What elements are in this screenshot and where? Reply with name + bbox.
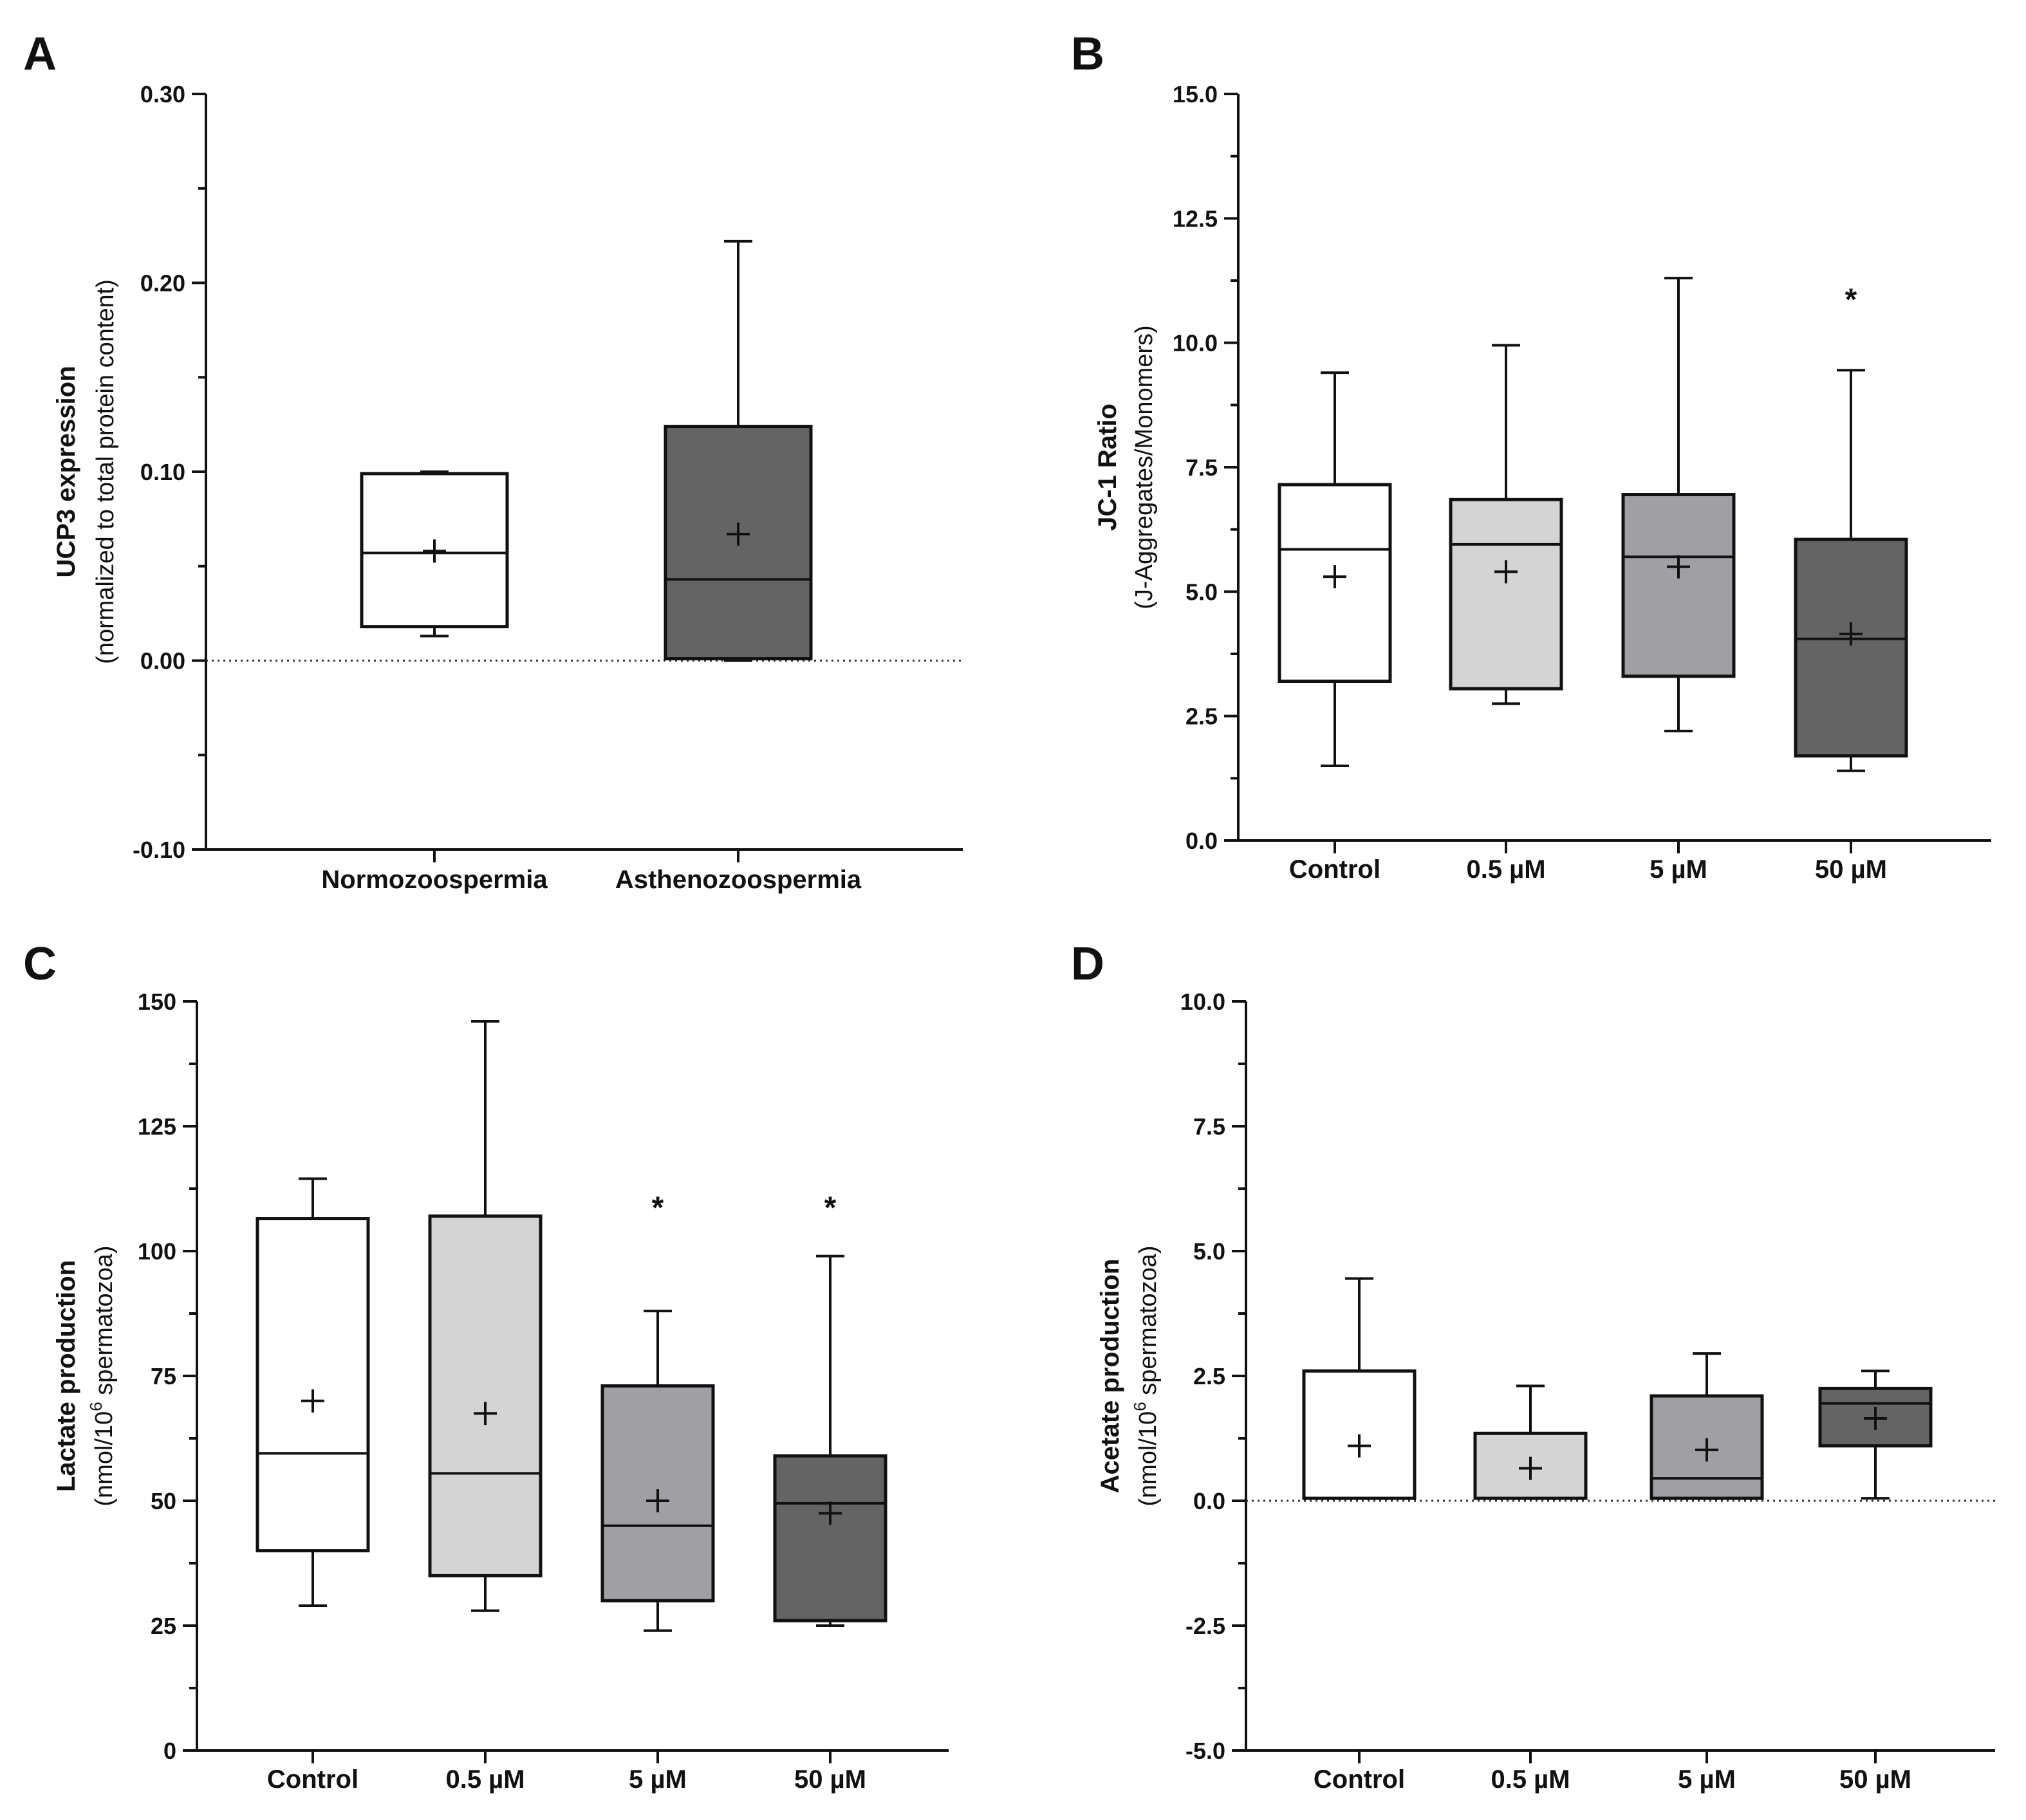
panel-b: B 0.0 2.5 5.0 7.5 10.0 12.5 15.0 JC-1 Ratio (J-Ag…: [1013, 0, 2026, 910]
y-axis-title: Acetate production: [1096, 1259, 1124, 1493]
y-tick-label: 2.5: [1193, 1363, 1225, 1389]
chart-a: A -0.10 0.00 0.10 0.20 0.30 UCP3 expression (no…: [23, 28, 963, 894]
panel-a: A -0.10 0.00 0.10 0.20 0.30 UCP3 expression (no…: [0, 0, 1013, 910]
box-3: [1818, 1370, 1933, 1500]
y-tick-label: 15.0: [1173, 81, 1218, 107]
box-iqr: [428, 1214, 543, 1577]
box-iqr: [1818, 1386, 1933, 1448]
y-tick-label: 0.0: [1193, 1488, 1225, 1514]
box-2: [1621, 277, 1736, 732]
y-tick-label: 2.5: [1185, 703, 1218, 730]
panel-letter: D: [1071, 938, 1104, 990]
panel-letter: B: [1071, 28, 1104, 80]
y-tick-label: 50: [151, 1488, 176, 1514]
y-tick-label: 100: [138, 1238, 176, 1265]
y-axis-subtitle: (nmol/106 spermatozoa): [1130, 1245, 1162, 1506]
box-3: [773, 1254, 888, 1627]
panel-c: C 0 25 50 75 100 125 150 Lactate production (nmol…: [0, 910, 1013, 1820]
box-0: [256, 1177, 370, 1607]
box-iqr: [1449, 497, 1563, 691]
y-axis-subtitle: (nmol/106 spermatozoa): [86, 1245, 118, 1506]
y-tick-label: 7.5: [1193, 1113, 1225, 1140]
x-category-label: Control: [1314, 1765, 1405, 1794]
box-3: [1794, 369, 1908, 772]
x-category-label: 5 µM: [1650, 855, 1707, 884]
y-tick-label: 12.5: [1173, 205, 1218, 232]
box-iqr: [256, 1217, 370, 1553]
significance-marker: *: [824, 1191, 837, 1225]
box-1: [1449, 344, 1563, 705]
x-category-label: 5 µM: [629, 1765, 687, 1794]
panel-d: D -5.0 -2.5 0.0 2.5 5.0 7.5 10.0 Acetate product…: [1013, 910, 2026, 1820]
y-tick-label: 0.10: [140, 459, 185, 485]
y-axis-subtitle: (J-Aggregates/Monomers): [1131, 325, 1158, 609]
y-axis-subtitle: (normalized to total protein content): [92, 279, 119, 664]
y-tick-label: 0.20: [140, 270, 185, 297]
y-tick-label: 150: [138, 989, 176, 1015]
box-iqr: [1621, 493, 1736, 678]
y-axis-title: JC-1 Ratio: [1093, 404, 1122, 531]
y-tick-label: 0: [163, 1738, 176, 1764]
x-category-label: Control: [267, 1765, 358, 1794]
x-category-label: 50 µM: [794, 1765, 866, 1794]
panel-letter: A: [23, 28, 57, 80]
significance-marker: *: [1845, 283, 1857, 317]
box-1: [664, 239, 813, 662]
chart-d: D -5.0 -2.5 0.0 2.5 5.0 7.5 10.0 Acetate product…: [1071, 938, 1995, 1794]
x-category-label: Control: [1289, 855, 1380, 884]
chart-b: B 0.0 2.5 5.0 7.5 10.0 12.5 15.0 JC-1 Ratio (J-Ag…: [1071, 28, 1991, 884]
y-tick-label: 0.30: [140, 81, 185, 107]
box-0: [360, 470, 509, 638]
box-2: [1650, 1352, 1764, 1500]
x-category-label: 5 µM: [1678, 1765, 1736, 1794]
y-tick-label: 0.0: [1185, 828, 1218, 854]
box-1: [1473, 1384, 1588, 1500]
x-category-label: Normozoospermia: [321, 866, 548, 894]
box-iqr: [1794, 537, 1908, 758]
box-0: [1278, 371, 1392, 767]
chart-c: C 0 25 50 75 100 125 150 Lactate production (nmol…: [23, 938, 949, 1794]
y-tick-label: 10.0: [1180, 989, 1225, 1015]
x-category-label: 50 µM: [1815, 855, 1887, 884]
y-tick-label: 5.0: [1185, 579, 1218, 605]
y-tick-label: -5.0: [1185, 1738, 1225, 1764]
significance-marker: *: [652, 1191, 664, 1225]
box-2: [600, 1310, 715, 1632]
y-tick-label: 7.5: [1185, 454, 1218, 481]
y-tick-label: -2.5: [1185, 1613, 1225, 1639]
x-category-label: 50 µM: [1839, 1765, 1911, 1794]
y-tick-label: 5.0: [1193, 1238, 1225, 1265]
box-0: [1302, 1277, 1417, 1500]
y-tick-label: 75: [151, 1363, 176, 1389]
y-tick-label: 10.0: [1173, 330, 1218, 357]
x-category-label: 0.5 µM: [445, 1765, 525, 1794]
y-tick-label: -0.10: [133, 837, 185, 863]
y-tick-label: 25: [151, 1613, 176, 1639]
y-axis-title: Lactate production: [52, 1260, 80, 1492]
y-tick-label: 125: [138, 1113, 176, 1140]
x-category-label: 0.5 µM: [1491, 1765, 1570, 1794]
x-category-label: 0.5 µM: [1466, 855, 1545, 884]
box-1: [428, 1020, 543, 1612]
box-iqr: [773, 1454, 888, 1622]
x-category-label: Asthenozoospermia: [615, 866, 862, 894]
panel-letter: C: [23, 938, 57, 990]
y-axis-title: UCP3 expression: [52, 366, 80, 577]
y-tick-label: 0.00: [140, 648, 185, 674]
